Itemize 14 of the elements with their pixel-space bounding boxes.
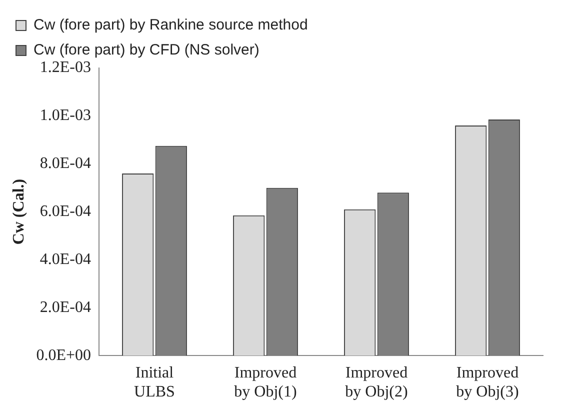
x-tick-label: Improved by Obj(3) [456, 364, 519, 401]
legend-label: Cw (fore part) by CFD (NS solver) [34, 42, 260, 59]
y-tick-label: 4.0E-04 [40, 250, 91, 268]
y-tick-label: 6.0E-04 [40, 203, 91, 220]
x-tick-label: Improved by Obj(2) [345, 364, 408, 401]
legend-label: Cw (fore part) by Rankine source method [34, 16, 308, 34]
y-axis-title: Cw (Cal.) [10, 178, 28, 245]
y-tick-label: 8.0E-04 [40, 155, 91, 172]
x-tick-label: Initial ULBS [134, 364, 175, 401]
x-tick-label: Improved by Obj(1) [234, 364, 297, 401]
y-tick-label: 1.0E-03 [40, 107, 91, 124]
y-tick-label: 1.2E-03 [40, 59, 91, 76]
y-tick-label: 0.0E+00 [36, 346, 91, 364]
y-tick-label: 2.0E-04 [40, 298, 91, 316]
